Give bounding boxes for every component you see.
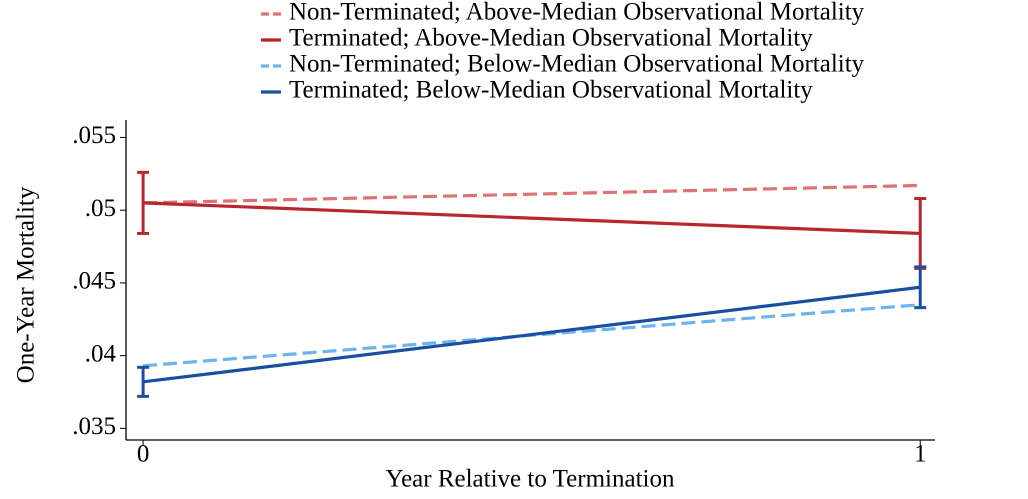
- y-tick-label: .045: [72, 268, 116, 295]
- legend-label: Non-Terminated; Above-Median Observation…: [289, 0, 865, 26]
- legend-label: Terminated; Below-Median Observational M…: [289, 77, 813, 104]
- x-axis-label: Year Relative to Termination: [386, 466, 675, 493]
- error-bar: [137, 365, 150, 398]
- series-line: [142, 285, 921, 384]
- legend-label: Terminated; Above-Median Observational M…: [289, 25, 813, 52]
- series-line: [143, 201, 921, 236]
- error-bar: [914, 265, 927, 310]
- y-axis-label: One-Year Mortality: [13, 186, 40, 383]
- series-line: [143, 183, 921, 205]
- error-bar: [137, 170, 150, 235]
- legend-label: Non-Terminated; Below-Median Observation…: [289, 51, 865, 78]
- y-tick-label: .04: [85, 340, 117, 367]
- x-tick-label: 0: [137, 441, 150, 468]
- y-tick-label: .055: [72, 122, 116, 149]
- y-tick-label: .035: [72, 413, 116, 440]
- y-tick-label: .05: [85, 195, 116, 222]
- x-tick-label: 1: [914, 441, 927, 468]
